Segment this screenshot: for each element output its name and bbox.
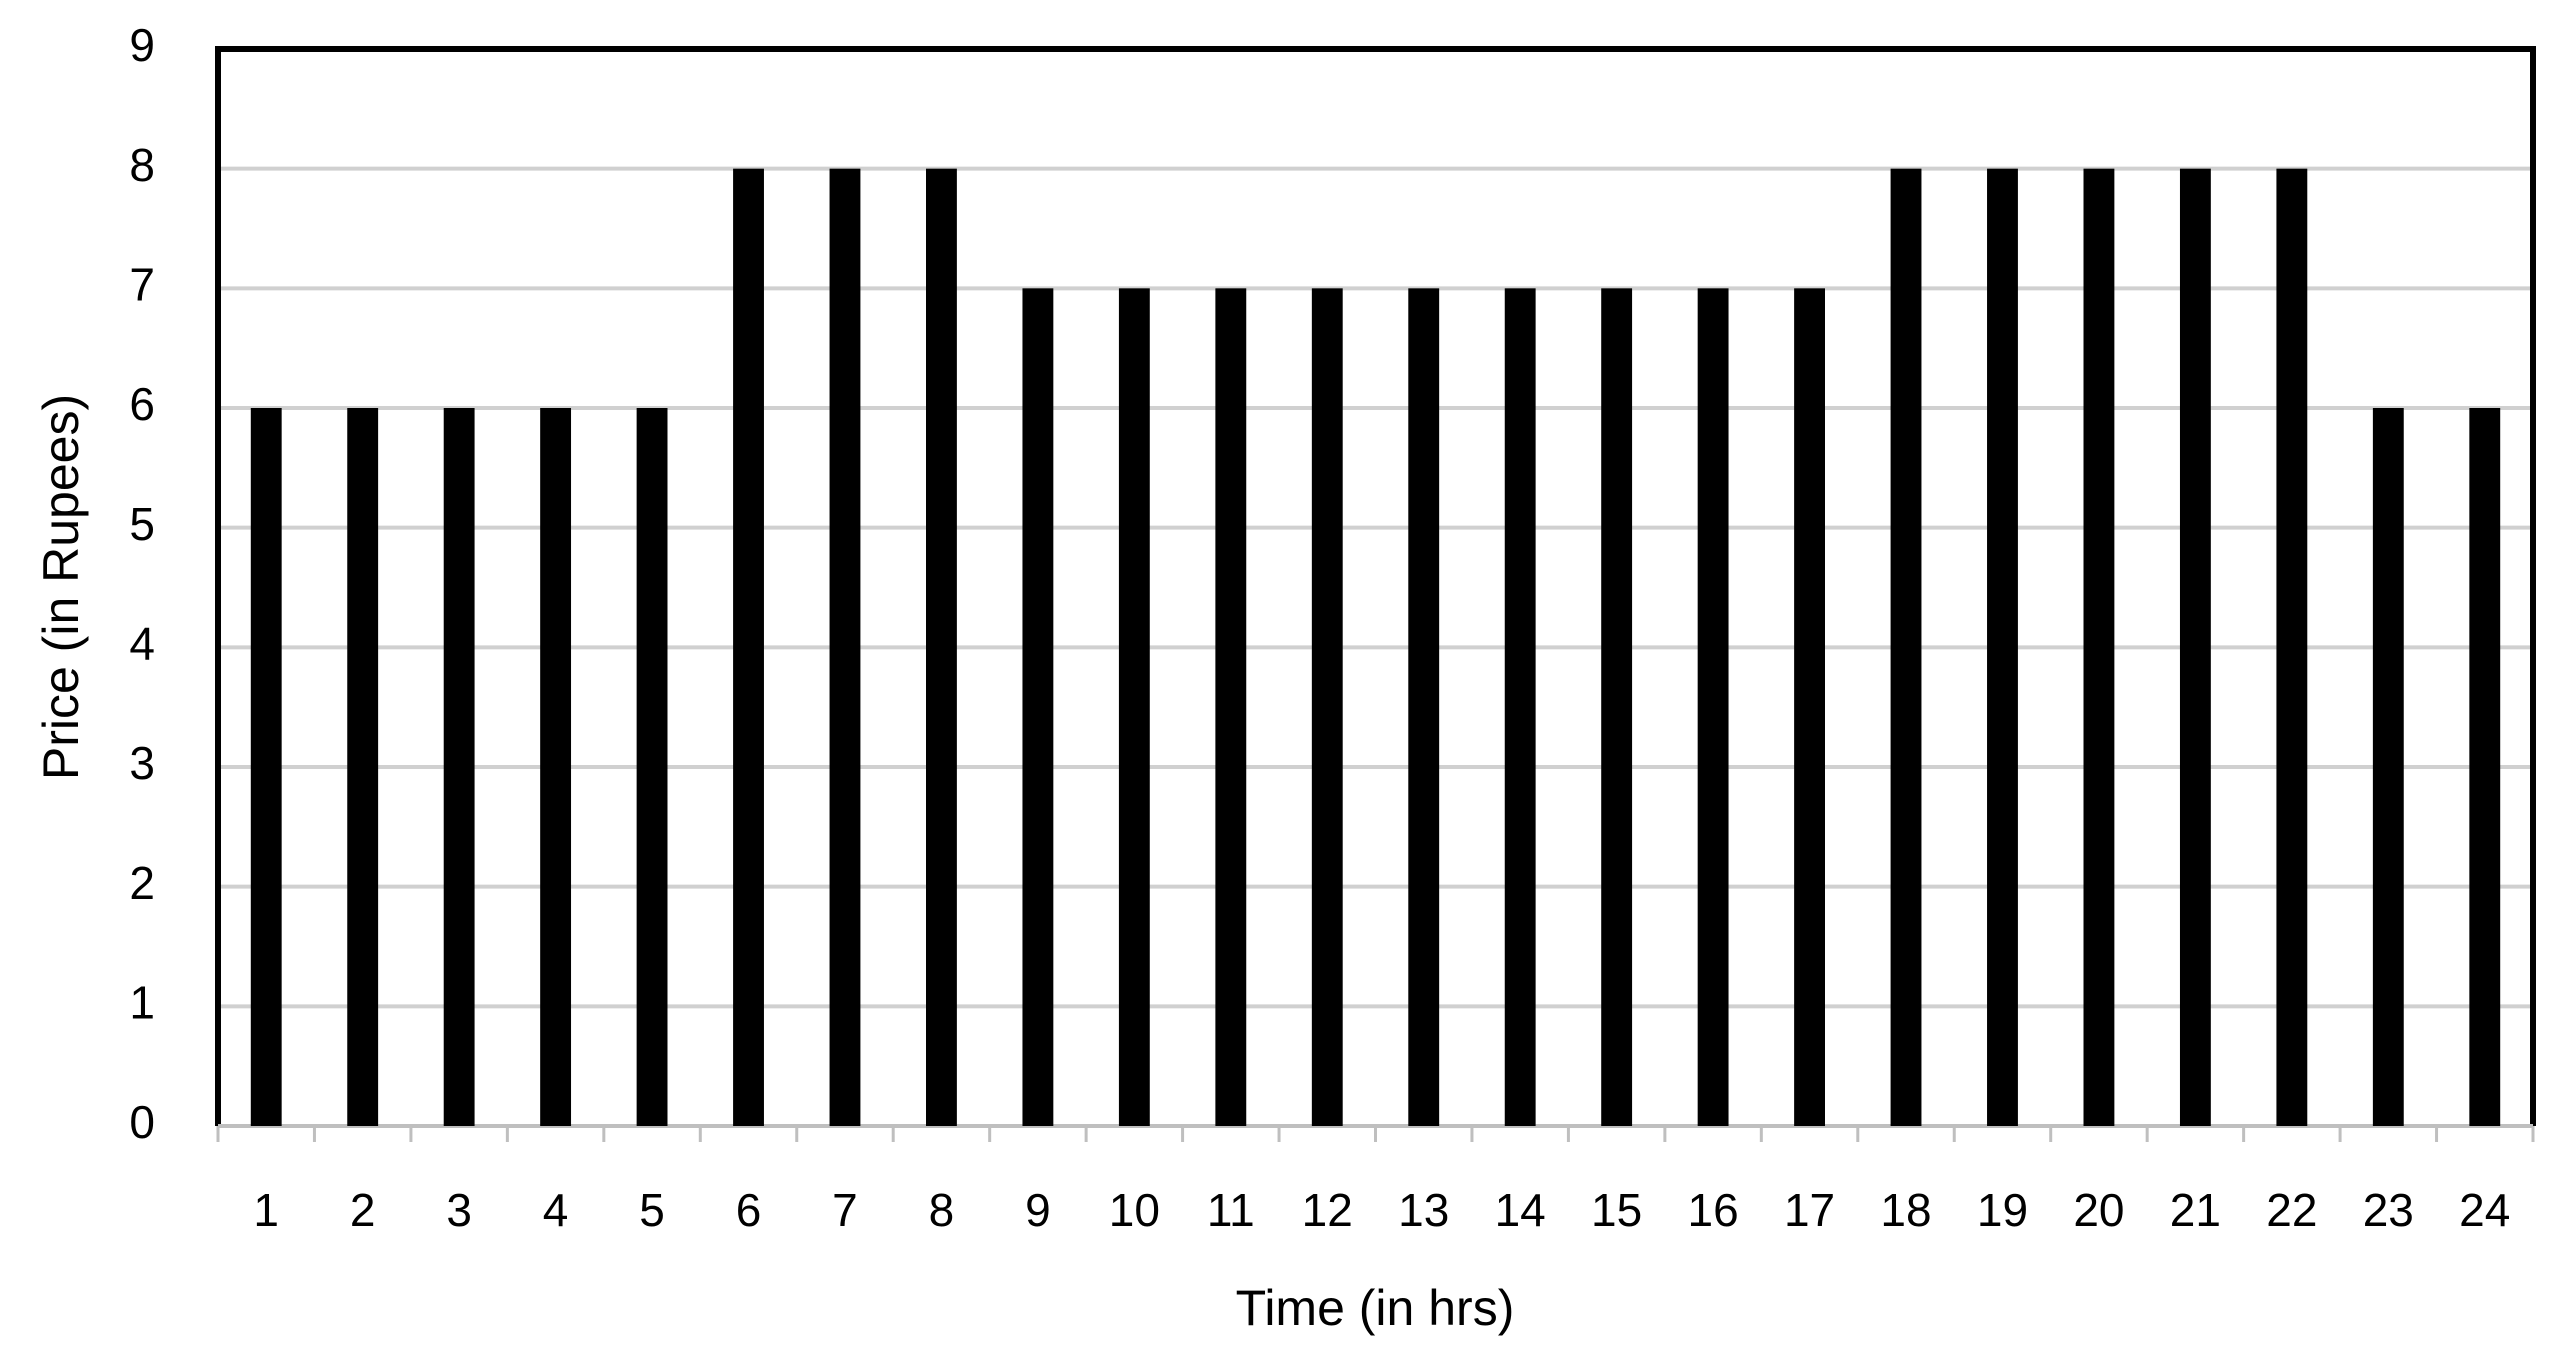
bar <box>347 408 379 1126</box>
bar <box>1215 288 1247 1126</box>
x-tick-label: 15 <box>1591 1184 1642 1236</box>
bar <box>1118 288 1150 1126</box>
x-tick-label: 1 <box>253 1184 279 1236</box>
x-tick-label: 20 <box>2073 1184 2124 1236</box>
bar <box>540 408 572 1126</box>
x-tick-label: 7 <box>832 1184 858 1236</box>
bar <box>2276 168 2308 1126</box>
bar <box>1794 288 1825 1126</box>
y-tick-label: 8 <box>129 139 155 191</box>
y-tick-label: 0 <box>129 1096 155 1148</box>
x-tick-label: 11 <box>1207 1184 1255 1236</box>
bar <box>1601 288 1633 1126</box>
x-tick-label: 19 <box>1977 1184 2028 1236</box>
x-tick-label: 9 <box>1025 1184 1051 1236</box>
bar <box>1987 168 2018 1126</box>
x-tick-label: 4 <box>543 1184 569 1236</box>
x-tick-label: 3 <box>446 1184 472 1236</box>
x-tick-label: 5 <box>639 1184 665 1236</box>
y-tick-label: 9 <box>129 19 155 71</box>
x-tick-label: 13 <box>1398 1184 1449 1236</box>
bar <box>1311 288 1343 1126</box>
x-tick-label: 2 <box>350 1184 376 1236</box>
x-tick-label: 12 <box>1302 1184 1353 1236</box>
y-tick-label: 1 <box>129 976 155 1028</box>
y-tick-label: 7 <box>129 258 155 310</box>
bar <box>1022 288 1054 1126</box>
x-tick-label: 22 <box>2266 1184 2317 1236</box>
x-tick-label: 16 <box>1688 1184 1739 1236</box>
bar <box>2179 168 2211 1126</box>
x-tick-label: 17 <box>1784 1184 1835 1236</box>
y-axis-title: Price (in Rupees) <box>33 394 89 780</box>
y-tick-label: 6 <box>129 378 155 430</box>
x-tick-label: 10 <box>1109 1184 1160 1236</box>
bar <box>1408 288 1440 1126</box>
bar <box>1504 288 1536 1126</box>
bar <box>2372 408 2404 1126</box>
bar <box>1890 168 1922 1126</box>
x-tick-label: 8 <box>929 1184 955 1236</box>
bar <box>1697 288 1729 1126</box>
bar <box>829 168 861 1126</box>
bar <box>636 408 668 1126</box>
x-tick-label: 6 <box>736 1184 762 1236</box>
bar <box>926 168 957 1126</box>
x-tick-label: 14 <box>1495 1184 1546 1236</box>
y-tick-label: 5 <box>129 498 155 550</box>
y-tick-label: 2 <box>129 857 155 909</box>
x-tick-label: 21 <box>2170 1184 2221 1236</box>
bar <box>2469 408 2501 1126</box>
x-axis-title: Time (in hrs) <box>1236 1280 1515 1336</box>
x-tick-label: 18 <box>1880 1184 1931 1236</box>
bar <box>733 168 764 1126</box>
y-tick-label: 4 <box>129 617 155 669</box>
x-tick-label: 24 <box>2459 1184 2510 1236</box>
x-tick-label: 23 <box>2363 1184 2414 1236</box>
bar <box>250 408 282 1126</box>
bar <box>443 408 475 1126</box>
bar <box>2083 168 2115 1126</box>
y-tick-label: 3 <box>129 737 155 789</box>
plot-frame <box>215 46 2536 1126</box>
